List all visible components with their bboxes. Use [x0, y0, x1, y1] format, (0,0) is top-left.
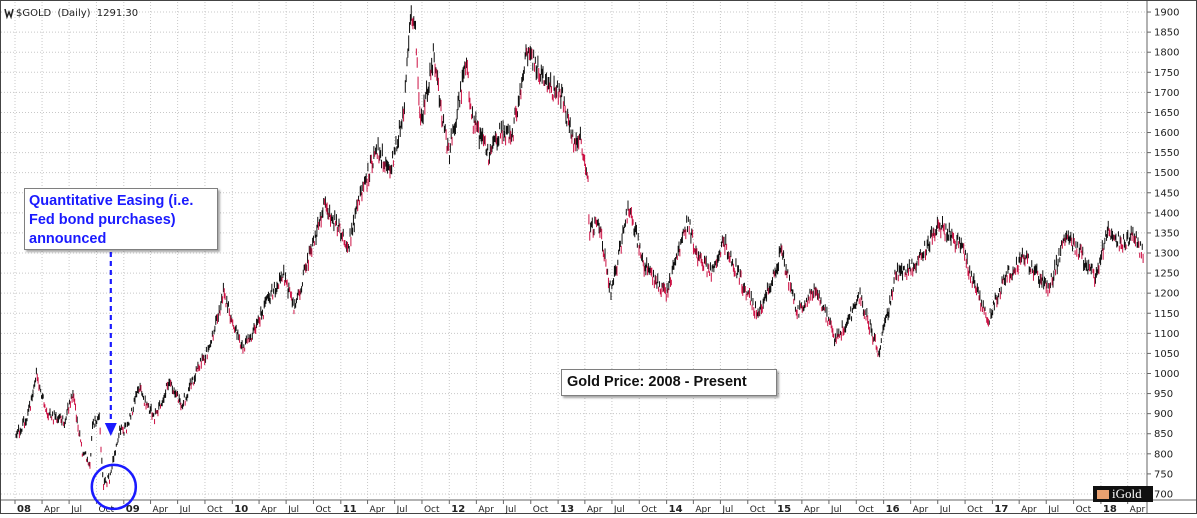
y-tick-label: 1250 [1154, 269, 1179, 280]
y-tick-label: 750 [1154, 469, 1173, 480]
x-tick-label: Oct [533, 505, 549, 514]
x-tick-label: 16 [886, 504, 900, 514]
logo-icon [1097, 490, 1109, 499]
x-tick-label: 11 [343, 504, 357, 514]
y-axis-ticks: 700 750 800 850 900 950 1000 1050 1100 1150 1200 12… [1147, 8, 1179, 500]
y-tick-label: 1750 [1154, 68, 1179, 79]
y-tick-label: 900 [1154, 409, 1173, 420]
qe-callout: Quantitative Easing (i.e. Fed bond purch… [24, 188, 218, 250]
y-tick-label: 1350 [1154, 228, 1179, 239]
qe-callout-line-3: announced [29, 231, 107, 247]
x-tick-label: 10 [234, 504, 248, 514]
symbol-label: $GOLD [16, 8, 52, 19]
x-tick-label: Apr [804, 505, 820, 514]
y-tick-label: 1150 [1154, 309, 1179, 320]
logo-text: iGold [1112, 486, 1142, 501]
x-tick-label: Apr [44, 505, 60, 514]
x-tick-label: Apr [695, 505, 711, 514]
y-tick-label: 1200 [1154, 289, 1179, 300]
x-tick-label: 18 [1103, 504, 1117, 514]
y-tick-label: 1650 [1154, 108, 1179, 119]
y-tick-label: 850 [1154, 429, 1173, 440]
y-tick-label: 1550 [1154, 148, 1179, 159]
y-tick-label: 1450 [1154, 188, 1179, 199]
y-tick-label: 800 [1154, 449, 1173, 460]
x-tick-label: Jul [179, 505, 191, 514]
y-tick-label: 1300 [1154, 249, 1179, 260]
x-tick-label: 12 [451, 504, 465, 514]
chart-header: $GOLD (Daily) 1291.30 [4, 8, 138, 20]
grid-lines [1, 2, 1147, 500]
x-tick-label: Jul [613, 505, 625, 514]
x-tick-label: Jul [70, 505, 82, 514]
x-tick-label: Apr [1130, 505, 1146, 514]
x-tick-label: Oct [858, 505, 874, 514]
x-tick-label: Jul [396, 505, 408, 514]
x-tick-label: Apr [1021, 505, 1037, 514]
y-tick-label: 1000 [1154, 369, 1179, 380]
y-tick-label: 1400 [1154, 208, 1179, 219]
y-tick-label: 1700 [1154, 88, 1179, 99]
x-tick-label: Jul [504, 505, 516, 514]
x-tick-label: 09 [126, 504, 140, 514]
y-tick-label: 700 [1154, 489, 1173, 500]
x-tick-label: 13 [560, 504, 574, 514]
x-tick-label: Oct [315, 505, 331, 514]
y-tick-label: 1800 [1154, 48, 1179, 59]
x-tick-label: Apr [370, 505, 386, 514]
x-tick-label: Apr [478, 505, 494, 514]
x-tick-label: Oct [98, 505, 114, 514]
x-tick-label: Apr [261, 505, 277, 514]
x-tick-label: Oct [967, 505, 983, 514]
x-tick-label: Oct [641, 505, 657, 514]
x-tick-label: Oct [1076, 505, 1092, 514]
qe-callout-line-2: Fed bond purchases) [29, 212, 176, 228]
last-value-label: 1291.30 [97, 8, 138, 19]
y-tick-label: 1900 [1154, 8, 1179, 19]
x-tick-label: Apr [913, 505, 929, 514]
x-tick-label: Apr [153, 505, 169, 514]
chart-title-callout: Gold Price: 2008 - Present [561, 369, 777, 396]
qe-callout-line-1: Quantitative Easing (i.e. [29, 193, 194, 209]
y-tick-label: 1500 [1154, 168, 1179, 179]
x-axis-ticks: 08 Apr Jul Oct 09 Apr Jul Oct 10 Apr Jul Oct 11 Apr Ju… [14, 500, 1146, 515]
x-tick-label: 17 [994, 504, 1008, 514]
x-tick-label: Jul [939, 505, 951, 514]
y-tick-label: 1050 [1154, 349, 1179, 360]
price-bars [15, 5, 1144, 490]
price-bars-down [18, 17, 1144, 490]
qe-circle-marker [90, 463, 138, 511]
x-tick-label: Jul [1047, 505, 1059, 514]
y-tick-label: 1100 [1154, 329, 1179, 340]
chart-title: Gold Price: 2008 - Present [567, 374, 747, 390]
x-tick-label: 14 [669, 504, 683, 514]
period-label: (Daily) [57, 8, 90, 19]
chart-icon [4, 8, 14, 20]
x-tick-label: Jul [830, 505, 842, 514]
qe-arrow-head [104, 423, 117, 436]
x-tick-label: Oct [750, 505, 766, 514]
y-tick-label: 1600 [1154, 128, 1179, 139]
x-tick-label: Oct [424, 505, 440, 514]
x-tick-label: Jul [721, 505, 733, 514]
x-tick-label: 15 [777, 504, 791, 514]
x-tick-label: 08 [17, 504, 31, 514]
price-bars-up [15, 5, 1143, 485]
qe-annotation [90, 252, 138, 511]
y-tick-label: 950 [1154, 389, 1173, 400]
igold-logo: iGold [1093, 486, 1153, 502]
y-tick-label: 1850 [1154, 28, 1179, 39]
chart-header-text: $GOLD (Daily) 1291.30 [16, 8, 138, 19]
x-tick-label: Oct [207, 505, 223, 514]
x-tick-label: Apr [587, 505, 603, 514]
x-tick-label: Jul [287, 505, 299, 514]
